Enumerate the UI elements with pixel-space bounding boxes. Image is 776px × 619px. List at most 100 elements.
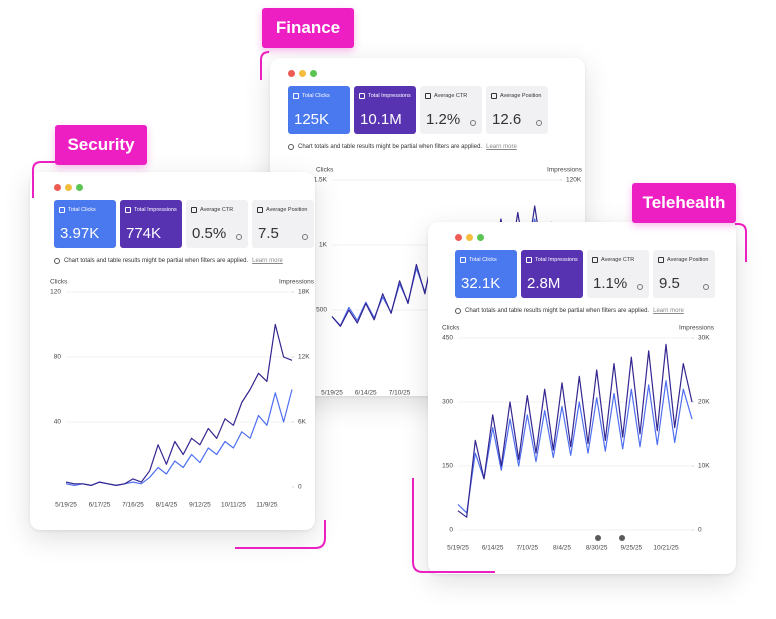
y2-axis-label: Impressions — [679, 325, 715, 332]
info-icon — [54, 258, 60, 264]
card: Total Clicks 3.97K Total Impressions 774K Av… — [30, 172, 315, 530]
y-tick-label: 1.5K — [314, 177, 328, 184]
series-line — [65, 389, 293, 486]
window-dot — [466, 234, 473, 241]
metrics-row: Total Clicks 32.1K Total Impressions 2.8M Av… — [455, 250, 715, 298]
metric-card[interactable]: Average Position 12.6 — [486, 86, 548, 134]
annotation-marker — [619, 535, 625, 541]
y-tick-label: 300 — [442, 399, 453, 406]
y-tick-label: 150 — [442, 463, 453, 470]
checkbox — [191, 207, 197, 213]
series-line — [65, 323, 293, 486]
y2-axis-label: Impressions — [547, 167, 583, 174]
metric-label: Average Position — [266, 207, 308, 213]
info-icon — [288, 144, 294, 150]
learn-more-link[interactable]: Learn more — [486, 144, 517, 150]
y2-tick-label: 10K — [698, 463, 710, 470]
y2-tick-label: 0 — [698, 527, 702, 534]
checkbox — [293, 93, 299, 99]
metric-value: 1.2% — [426, 111, 461, 128]
metrics-row: Total Clicks 125K Total Impressions 10.1M Av… — [288, 86, 548, 134]
metric-value: 12.6 — [492, 111, 522, 128]
metric-card[interactable]: Average Position 7.5 — [252, 200, 314, 248]
metric-value: 10.1M — [360, 111, 402, 128]
window-dot — [477, 234, 484, 241]
metric-label: Average CTR — [434, 93, 468, 99]
help-icon — [703, 284, 709, 290]
x-tick-label: 8/14/25 — [156, 502, 178, 509]
notice: Chart totals and table results might be … — [54, 258, 283, 264]
metric-label: Average CTR — [200, 207, 234, 213]
info-icon — [455, 308, 461, 314]
y2-tick-label: 18K — [298, 289, 310, 296]
metric-value: 7.5 — [258, 225, 279, 242]
window-dot — [288, 70, 295, 77]
window-controls — [288, 70, 317, 77]
metric-card[interactable]: Average Position 9.5 — [653, 250, 715, 298]
chart: 40 80 120 0 6K 12K 18K Clicks Impressions 5/19/25… — [50, 279, 315, 509]
notice: Chart totals and table results might be … — [455, 308, 684, 314]
metric-card[interactable]: Total Impressions 774K — [120, 200, 182, 248]
checkbox — [526, 257, 532, 263]
checkbox — [658, 257, 664, 263]
help-icon — [302, 234, 308, 240]
checkbox — [592, 257, 598, 263]
y-tick-label: 40 — [54, 419, 62, 426]
metric-label: Total Clicks — [68, 207, 96, 213]
notice-text: Chart totals and table results might be … — [298, 144, 483, 150]
metric-card[interactable]: Total Clicks 3.97K — [54, 200, 116, 248]
pink-line — [260, 51, 270, 80]
window-dot — [455, 234, 462, 241]
learn-more-link[interactable]: Learn more — [252, 258, 283, 264]
y2-tick-label: 12K — [298, 354, 310, 361]
metric-value: 1.1% — [593, 275, 628, 292]
metric-value: 9.5 — [659, 275, 680, 292]
x-tick-label: 7/10/25 — [389, 390, 411, 396]
y-tick-label: 500 — [316, 307, 327, 314]
card: Total Clicks 32.1K Total Impressions 2.8M Av… — [428, 222, 736, 574]
metric-label: Total Impressions — [368, 93, 411, 99]
x-tick-label: 5/19/25 — [447, 545, 469, 552]
window-dot — [76, 184, 83, 191]
checkbox — [425, 93, 431, 99]
x-tick-label: 11/9/25 — [256, 502, 278, 509]
help-icon — [536, 120, 542, 126]
metric-card[interactable]: Average CTR 1.1% — [587, 250, 649, 298]
metric-value: 125K — [294, 111, 330, 128]
chart: 0 150 300 450 0 10K 20K 30K Clicks Impressions 5/1… — [442, 325, 715, 552]
notice: Chart totals and table results might be … — [288, 144, 517, 150]
metric-card[interactable]: Average CTR 1.2% — [420, 86, 482, 134]
x-tick-label: 6/17/25 — [89, 502, 111, 509]
help-icon — [470, 120, 476, 126]
y-tick-label: 450 — [442, 335, 453, 342]
y2-tick-label: 20K — [698, 399, 710, 406]
metric-card[interactable]: Total Impressions 2.8M — [521, 250, 583, 298]
window-controls — [455, 234, 484, 241]
y-tick-label: 1K — [319, 242, 328, 249]
metric-label: Total Impressions — [134, 207, 177, 213]
x-tick-label: 5/19/25 — [321, 390, 343, 396]
x-tick-label: 6/14/25 — [482, 545, 504, 552]
metric-card[interactable]: Total Impressions 10.1M — [354, 86, 416, 134]
y2-tick-label: 30K — [698, 335, 710, 342]
y-tick-label: 0 — [449, 527, 453, 534]
help-icon — [637, 284, 643, 290]
y-axis-label: Clicks — [50, 279, 68, 286]
metric-label: Average Position — [500, 93, 542, 99]
x-tick-label: 5/19/25 — [55, 502, 77, 509]
checkbox — [359, 93, 365, 99]
metrics-row: Total Clicks 3.97K Total Impressions 774K Av… — [54, 200, 314, 248]
metric-card[interactable]: Total Clicks 125K — [288, 86, 350, 134]
y-tick-label: 120 — [50, 289, 61, 296]
x-tick-label: 7/16/25 — [122, 502, 144, 509]
x-tick-label: 8/4/25 — [553, 545, 571, 552]
annotation-marker — [595, 535, 601, 541]
series-line — [457, 343, 693, 518]
metric-label: Average Position — [667, 257, 709, 263]
learn-more-link[interactable]: Learn more — [653, 308, 684, 314]
x-tick-label: 10/21/25 — [653, 545, 679, 552]
y2-tick-label: 0 — [298, 484, 302, 491]
y-axis-label: Clicks — [316, 167, 334, 174]
metric-card[interactable]: Average CTR 0.5% — [186, 200, 248, 248]
metric-card[interactable]: Total Clicks 32.1K — [455, 250, 517, 298]
